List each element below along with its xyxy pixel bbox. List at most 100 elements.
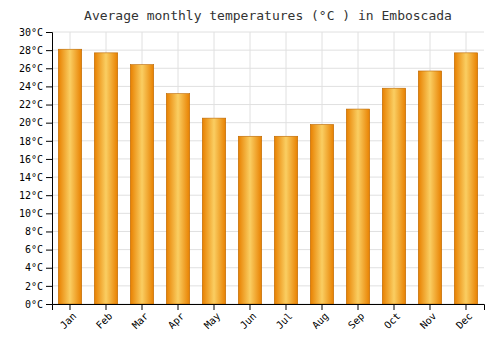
bar bbox=[94, 53, 117, 304]
tick: Jul bbox=[274, 304, 295, 331]
tick-label: Apr bbox=[166, 310, 187, 331]
tick-mark bbox=[142, 304, 143, 310]
bar bbox=[130, 65, 153, 304]
tick-mark bbox=[46, 286, 52, 287]
tick: 10°C bbox=[19, 208, 52, 219]
tick: 14°C bbox=[19, 172, 52, 183]
tick-mark bbox=[46, 268, 52, 269]
bar bbox=[238, 136, 261, 304]
tick-mark bbox=[466, 304, 467, 310]
tick: Apr bbox=[166, 304, 187, 331]
tick-mark bbox=[430, 304, 431, 310]
tick-mark bbox=[46, 50, 52, 51]
y-axis: 0°C 2°C 4°C 6°C 8°C 10°C 12°C 14°C 16°C 18°C 20°C 2… bbox=[19, 27, 53, 310]
tick-label: Jun bbox=[238, 310, 259, 331]
bars bbox=[58, 49, 477, 304]
bar bbox=[202, 118, 225, 304]
tick-mark bbox=[46, 86, 52, 87]
bar bbox=[418, 71, 441, 304]
tick-label: Feb bbox=[94, 310, 115, 331]
chart: 0°C 2°C 4°C 6°C 8°C 10°C 12°C 14°C 16°C 18°C 20°C 2… bbox=[0, 0, 500, 350]
tick: 8°C bbox=[25, 226, 52, 237]
tick: Dec bbox=[454, 304, 475, 331]
tick: Jan bbox=[58, 304, 79, 331]
tick-label: 30°C bbox=[19, 27, 43, 38]
tick: Feb bbox=[94, 304, 115, 331]
grid-line bbox=[52, 50, 484, 51]
tick-label: 4°C bbox=[25, 262, 43, 273]
tick: 28°C bbox=[19, 45, 52, 56]
tick-label: 6°C bbox=[25, 244, 43, 255]
tick-mark bbox=[46, 195, 52, 196]
tick: 12°C bbox=[19, 190, 52, 201]
tick-label: Nov bbox=[418, 310, 439, 331]
tick: 24°C bbox=[19, 81, 52, 92]
tick-mark bbox=[214, 304, 215, 310]
tick: 26°C bbox=[19, 63, 52, 74]
tick: 16°C bbox=[19, 154, 52, 165]
tick-label: 20°C bbox=[19, 117, 43, 128]
axis-domain bbox=[53, 305, 485, 311]
tick-mark bbox=[46, 105, 52, 106]
tick-label: 8°C bbox=[25, 226, 43, 237]
tick-label: 12°C bbox=[19, 190, 43, 201]
tick-mark bbox=[178, 304, 179, 310]
bar bbox=[382, 88, 405, 304]
tick: Aug bbox=[310, 304, 331, 331]
bar bbox=[58, 49, 81, 304]
tick-mark bbox=[46, 304, 52, 305]
tick-label: 16°C bbox=[19, 154, 43, 165]
tick-label: Aug bbox=[310, 310, 331, 331]
tick-mark bbox=[46, 68, 52, 69]
bar bbox=[454, 53, 477, 304]
tick-label: Oct bbox=[382, 310, 403, 331]
bar bbox=[166, 94, 189, 304]
tick-label: 22°C bbox=[19, 99, 43, 110]
bar bbox=[346, 109, 369, 304]
tick-label: 18°C bbox=[19, 136, 43, 147]
tick-mark bbox=[46, 159, 52, 160]
x-axis: Jan Feb Mar Apr May Jun Jul Aug Sep Oct Nov Dec bbox=[53, 304, 485, 331]
tick: Nov bbox=[418, 304, 439, 331]
grid bbox=[52, 32, 484, 304]
tick-mark bbox=[70, 304, 71, 310]
tick-mark bbox=[250, 304, 251, 310]
tick-mark bbox=[394, 304, 395, 310]
tick: May bbox=[202, 304, 223, 331]
tick: Mar bbox=[130, 304, 151, 331]
tick-mark bbox=[286, 304, 287, 310]
tick: 4°C bbox=[25, 262, 52, 273]
tick-mark bbox=[46, 250, 52, 251]
tick-label: 24°C bbox=[19, 81, 43, 92]
tick-label: 10°C bbox=[19, 208, 43, 219]
tick: Oct bbox=[382, 304, 403, 331]
tick: 6°C bbox=[25, 244, 52, 255]
tick: 0°C bbox=[25, 299, 52, 310]
tick-mark bbox=[106, 304, 107, 310]
bar bbox=[310, 124, 333, 304]
tick-mark bbox=[46, 213, 52, 214]
plot: 0°C 2°C 4°C 6°C 8°C 10°C 12°C 14°C 16°C 18°C 20°C 2… bbox=[19, 27, 485, 331]
title: Average monthly temperatures (°C ) in Em… bbox=[84, 8, 452, 23]
tick: Jun bbox=[238, 304, 259, 331]
tick-label: 2°C bbox=[25, 281, 43, 292]
tick: 18°C bbox=[19, 136, 52, 147]
tick-mark bbox=[358, 304, 359, 310]
tick: 20°C bbox=[19, 117, 52, 128]
tick-label: Mar bbox=[130, 310, 151, 331]
tick-label: Jan bbox=[58, 310, 79, 331]
tick-mark bbox=[46, 32, 52, 33]
tick: 22°C bbox=[19, 99, 52, 110]
tick-mark bbox=[46, 123, 52, 124]
tick-label: 26°C bbox=[19, 63, 43, 74]
tick: 2°C bbox=[25, 281, 52, 292]
tick: Sep bbox=[346, 304, 367, 331]
bar bbox=[274, 136, 297, 304]
tick-mark bbox=[46, 177, 52, 178]
tick-label: 0°C bbox=[25, 299, 43, 310]
axis-domain bbox=[46, 33, 53, 305]
tick-label: 28°C bbox=[19, 45, 43, 56]
tick-mark bbox=[322, 304, 323, 310]
tick-label: 14°C bbox=[19, 172, 43, 183]
tick-mark bbox=[46, 231, 52, 232]
